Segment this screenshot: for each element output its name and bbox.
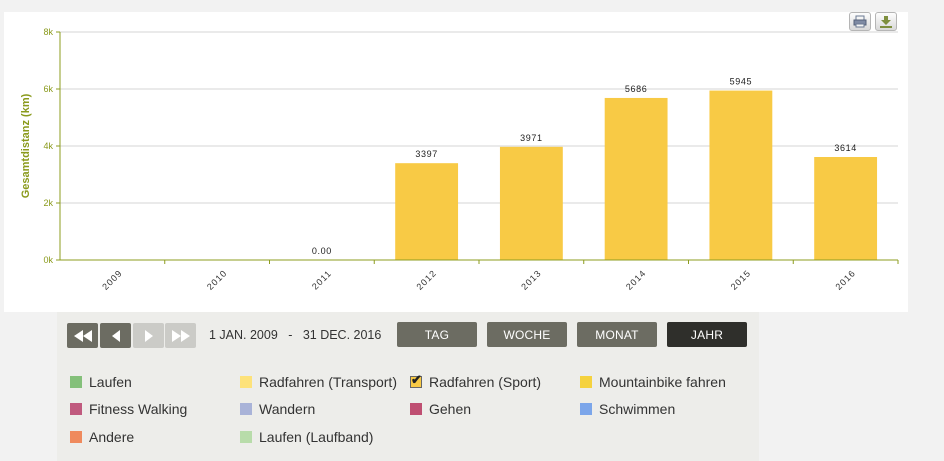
legend-swatch[interactable]: [240, 431, 252, 443]
legend-label: Laufen (Laufband): [259, 429, 374, 445]
legend-swatch[interactable]: [70, 376, 82, 388]
printer-icon: [853, 15, 867, 28]
date-separator: -: [288, 328, 293, 342]
legend-item-andere[interactable]: Andere: [70, 429, 134, 445]
legend-label: Laufen: [89, 374, 132, 390]
legend-label: Schwimmen: [599, 401, 676, 417]
data-label: 5686: [625, 84, 647, 94]
date-end: 31 DEC. 2016: [302, 328, 382, 342]
legend-label: Mountainbike fahren: [599, 374, 726, 390]
x-tick-label: 2013: [519, 268, 543, 292]
legend-item-gehen[interactable]: Gehen: [410, 401, 471, 417]
legend-item-fitness-walking[interactable]: Fitness Walking: [70, 401, 187, 417]
legend-item-schwimmen[interactable]: Schwimmen: [580, 401, 675, 417]
legend-swatch[interactable]: [240, 403, 252, 415]
legend-checkbox-checked[interactable]: ✔: [410, 372, 422, 388]
download-button[interactable]: [875, 12, 897, 31]
x-tick-label: 2012: [414, 268, 438, 292]
legend-item-radfahren-transport[interactable]: Radfahren (Transport): [240, 374, 397, 390]
bar-chart: 0.00 3397 3971 5686 5945 3614 0k 2k 4k 6k 8k 2009 2…: [20, 27, 899, 292]
checkmark-icon: ✔: [411, 372, 422, 387]
period-button-monat[interactable]: MONAT: [577, 322, 657, 347]
bar: [395, 163, 459, 260]
y-tick-label: 2k: [43, 198, 53, 208]
legend-item-laufen[interactable]: Laufen: [70, 374, 132, 390]
period-button-woche[interactable]: WOCHE: [487, 322, 567, 347]
legend-label: Gehen: [429, 401, 472, 417]
x-tick-label: 2009: [100, 268, 124, 292]
legend-label: Wandern: [259, 401, 316, 417]
legend-label: Radfahren (Transport): [259, 374, 397, 390]
x-tick-label: 2011: [310, 268, 334, 292]
data-label: 3971: [520, 133, 542, 143]
date-range: 1 JAN. 2009 - 31 DEC. 2016: [209, 328, 381, 342]
bar: [499, 146, 563, 260]
legend-item-radfahren-sport[interactable]: ✔ Radfahren (Sport): [410, 372, 542, 390]
date-start: 1 JAN. 2009: [209, 328, 278, 342]
bar: [814, 157, 878, 260]
legend-swatch[interactable]: [580, 403, 592, 415]
legend-label: Andere: [89, 429, 135, 445]
y-axis-title: Gesamtdistanz (km): [20, 93, 32, 198]
legend-swatch[interactable]: [70, 403, 82, 415]
first-page-button[interactable]: [67, 323, 98, 348]
print-button[interactable]: [849, 12, 871, 31]
legend-label: Radfahren (Sport): [429, 374, 542, 390]
y-tick-label: 6k: [43, 84, 53, 94]
left-icon: [111, 329, 120, 342]
double-right-icon: [171, 329, 190, 342]
previous-button[interactable]: [100, 323, 131, 348]
period-button-tag[interactable]: TAG: [397, 322, 477, 347]
legend-swatch[interactable]: [410, 403, 422, 415]
y-tick-label: 4k: [43, 141, 53, 151]
legend-swatch[interactable]: [580, 376, 592, 388]
bar: [709, 90, 773, 260]
chart-controls: 1 JAN. 2009 - 31 DEC. 2016 TAG WOCHE MON…: [57, 312, 759, 461]
y-tick-label: 8k: [43, 27, 53, 37]
x-tick-label: 2014: [624, 268, 648, 292]
chart-panel: 0.00 3397 3971 5686 5945 3614 0k 2k 4k 6k 8k 2009 2…: [4, 12, 908, 312]
legend-swatch[interactable]: [240, 376, 252, 388]
download-icon: [880, 16, 892, 28]
x-tick-label: 2010: [205, 268, 229, 292]
bars: 0.00 3397 3971 5686 5945 3614: [312, 77, 878, 260]
bar: [604, 97, 668, 260]
next-button[interactable]: [133, 323, 164, 348]
data-label: 0.00: [312, 246, 332, 256]
period-button-jahr[interactable]: JAHR: [667, 322, 747, 347]
legend-label: Fitness Walking: [89, 401, 188, 417]
double-left-icon: [73, 329, 92, 342]
right-icon: [144, 329, 153, 342]
legend-item-laufen-laufband[interactable]: Laufen (Laufband): [240, 429, 373, 445]
x-tick-label: 2015: [729, 268, 753, 292]
y-tick-label: 0k: [43, 255, 53, 265]
data-label: 5945: [730, 77, 752, 87]
last-page-button[interactable]: [165, 323, 196, 348]
legend-item-mountainbike-fahren[interactable]: Mountainbike fahren: [580, 374, 726, 390]
data-label: 3614: [834, 143, 856, 153]
legend-item-wandern[interactable]: Wandern: [240, 401, 315, 417]
x-tick-label: 2016: [833, 268, 857, 292]
data-label: 3397: [415, 149, 437, 159]
legend-swatch[interactable]: [70, 431, 82, 443]
